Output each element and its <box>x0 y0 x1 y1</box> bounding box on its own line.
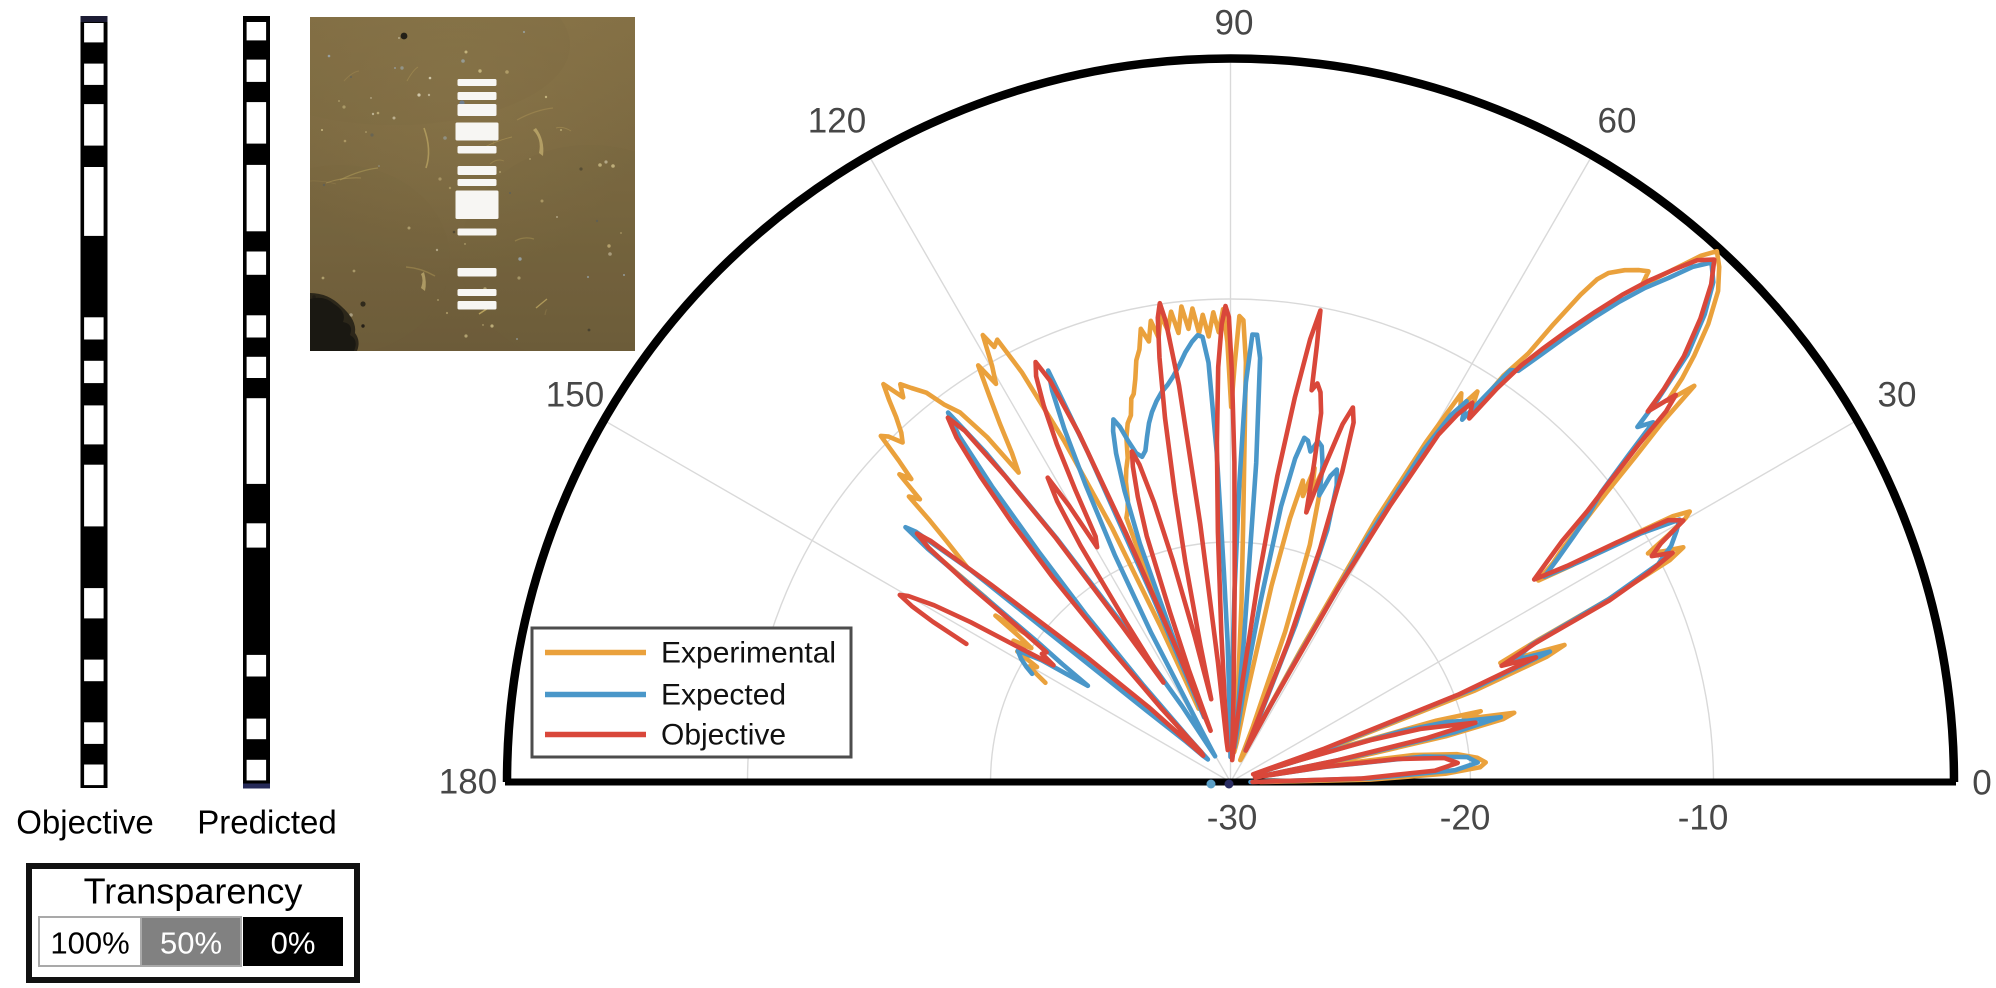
svg-text:Expected: Expected <box>661 679 786 712</box>
svg-text:100%: 100% <box>50 926 129 961</box>
svg-text:0%: 0% <box>271 926 316 961</box>
svg-text:-10: -10 <box>1678 799 1729 838</box>
svg-text:60: 60 <box>1598 102 1637 141</box>
svg-text:-20: -20 <box>1440 799 1491 838</box>
svg-text:150: 150 <box>546 376 604 415</box>
svg-text:-30: -30 <box>1207 799 1258 838</box>
svg-text:180: 180 <box>439 763 497 802</box>
svg-text:30: 30 <box>1878 376 1917 415</box>
svg-text:Transparency: Transparency <box>84 871 303 912</box>
svg-text:Predicted: Predicted <box>197 804 336 841</box>
svg-text:Experimental: Experimental <box>661 637 836 670</box>
svg-text:120: 120 <box>808 102 866 141</box>
svg-text:Objective: Objective <box>661 719 786 752</box>
svg-text:0: 0 <box>1972 764 1991 803</box>
svg-text:50%: 50% <box>160 926 222 961</box>
svg-text:90: 90 <box>1215 4 1254 43</box>
svg-text:Objective: Objective <box>16 804 154 841</box>
